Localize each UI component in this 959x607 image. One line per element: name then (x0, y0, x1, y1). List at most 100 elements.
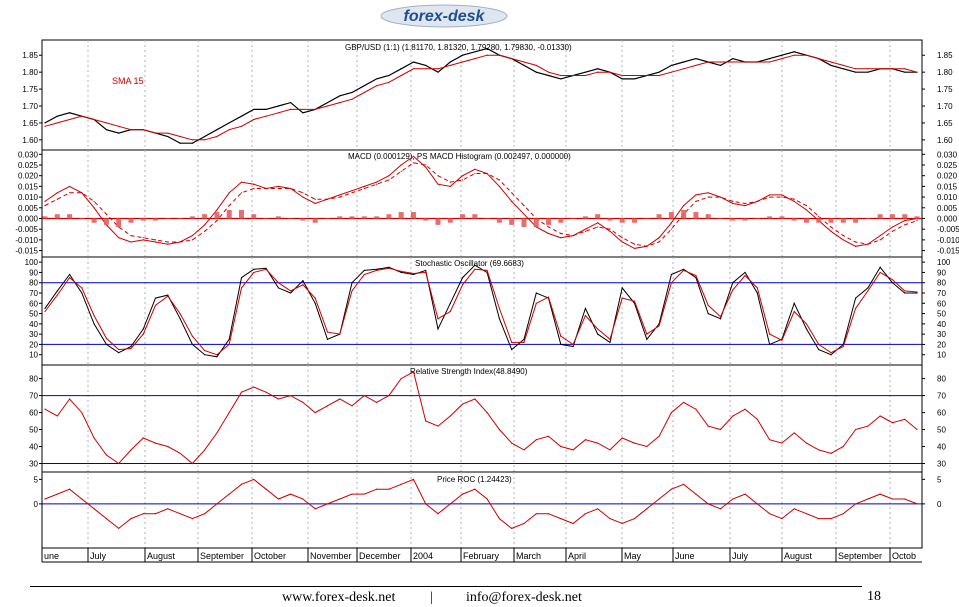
data-point (891, 279, 894, 281)
data-point (793, 54, 795, 56)
data-point (670, 411, 672, 414)
data-point (105, 129, 108, 131)
data-point (68, 273, 71, 276)
data-point (228, 493, 230, 495)
data-point (486, 47, 488, 50)
data-point (105, 517, 108, 520)
data-point (879, 239, 881, 241)
histogram-bar (791, 218, 797, 221)
data-point (376, 269, 378, 271)
data-point (474, 172, 476, 175)
series-line-roc (44, 478, 918, 530)
data-point (314, 108, 316, 110)
footer-separator: | (430, 590, 433, 605)
footer-website[interactable]: www.forex-desk.net (282, 590, 396, 605)
data-point (167, 241, 169, 243)
data-point (793, 200, 795, 202)
data-point (425, 68, 427, 70)
data-point (93, 315, 95, 317)
data-point (437, 183, 439, 185)
data-point (707, 61, 709, 63)
x-tick-label: November (310, 551, 352, 561)
y-tick-label-right: -0.015 (937, 247, 959, 256)
data-point (105, 337, 108, 339)
data-point (118, 462, 120, 465)
data-point (191, 335, 193, 337)
data-point (68, 398, 71, 400)
data-point (167, 294, 169, 296)
data-point (240, 115, 243, 117)
y-tick-label-left: 1.85 (22, 51, 38, 60)
data-point (916, 71, 918, 73)
histogram-bar (902, 214, 908, 219)
data-point (363, 273, 365, 276)
data-point (695, 58, 697, 60)
data-point (326, 105, 329, 107)
data-point (44, 310, 46, 313)
logo-text: forex-desk (404, 8, 486, 25)
data-point (118, 132, 120, 134)
data-point (609, 230, 611, 232)
panel-frame (41, 149, 923, 258)
data-point (670, 64, 672, 66)
data-point (769, 439, 771, 441)
data-point (388, 74, 390, 77)
data-point (744, 274, 746, 277)
data-point (891, 226, 894, 228)
data-point (191, 235, 193, 237)
data-point (633, 300, 636, 302)
data-point (253, 118, 255, 121)
data-point (142, 437, 144, 439)
histogram-bar (779, 216, 785, 219)
data-point (805, 205, 808, 207)
data-point (425, 64, 427, 66)
data-point (769, 61, 771, 63)
series-line--d (44, 267, 918, 356)
data-point (498, 307, 501, 310)
data-point (854, 71, 857, 73)
data-point (142, 333, 144, 335)
y-tick-label-right: 1.80 (937, 68, 953, 77)
data-point (597, 328, 599, 330)
panel-title: Relative Strength Index(48.8490) (410, 367, 528, 376)
y-tick-label-right: 20 (937, 340, 946, 349)
data-point (302, 498, 304, 500)
histogram-bar (644, 218, 650, 219)
data-point (265, 267, 267, 269)
data-point (302, 401, 304, 403)
data-point (326, 102, 329, 104)
data-point (204, 350, 206, 352)
histogram-bar (116, 218, 122, 228)
y-tick-label-left: 0.010 (18, 193, 39, 202)
data-point (547, 74, 550, 77)
data-point (891, 498, 894, 500)
data-point (339, 102, 341, 104)
data-point (744, 493, 746, 495)
y-tick-label-left: 0.005 (18, 204, 39, 213)
data-point (351, 493, 353, 495)
data-point (719, 508, 722, 510)
y-tick-label-right: 40 (937, 320, 946, 329)
data-point (461, 403, 464, 405)
data-point (191, 462, 193, 465)
y-tick-label-left: 30 (29, 330, 38, 339)
histogram-bar (202, 214, 208, 219)
data-point (547, 232, 550, 235)
data-point (805, 54, 808, 56)
data-point (167, 508, 169, 510)
data-point (633, 78, 636, 80)
data-point (584, 315, 586, 317)
data-point (265, 391, 267, 393)
data-point (498, 185, 501, 187)
data-point (339, 398, 341, 400)
data-point (474, 398, 476, 400)
data-point (216, 432, 218, 434)
data-point (818, 517, 820, 520)
footer-email[interactable]: info@forex-desk.net (466, 590, 582, 605)
y-tick-label-left: 60 (29, 409, 38, 418)
data-point (719, 61, 722, 63)
data-point (511, 58, 513, 60)
data-point (646, 445, 648, 448)
data-point (916, 503, 918, 505)
histogram-bar (582, 216, 588, 219)
